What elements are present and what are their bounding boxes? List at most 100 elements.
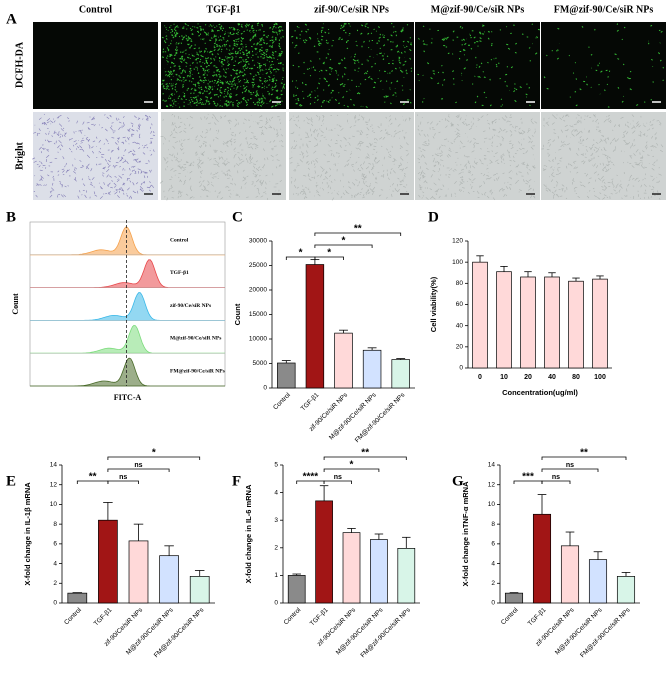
x-tick-label: Control [63,606,83,626]
y-axis-title: Count [11,293,20,315]
error-bar [310,259,320,265]
error-bar [402,536,411,549]
significance-bracket [323,456,407,460]
significance-label: * [350,460,354,471]
error-bar [292,573,301,576]
significance-label: * [342,236,346,247]
significance-label: ** [89,472,97,483]
error-bar [476,255,484,263]
significance-label: *** [522,472,534,483]
x-tick-label: Control [500,606,520,626]
error-bar [500,265,508,272]
error-bar [319,485,329,501]
density-curve [30,226,225,256]
y-tick-label: 20000 [249,287,267,294]
y-tick-label: 10 [488,501,496,508]
panel-letter: C [232,209,243,225]
x-tick-label: M@zif-90/Ce/siR NPs [328,391,378,441]
series-label: zif-90/Ce/siR NPs [170,303,211,309]
y-tick-label: 25000 [249,262,267,269]
significance-label: ** [361,448,369,459]
bar [98,519,118,604]
x-tick-label: M@zif-90/Ce/siR NPs [554,606,604,656]
series-label: FM@zif-90/Ce/siR NPs [170,369,225,375]
bar [370,539,388,604]
y-tick-label: 14 [488,462,496,469]
y-tick-label: 6 [53,541,57,548]
bar [496,271,512,369]
significance-label: ** [354,224,362,235]
bar [544,276,560,369]
error-bar [621,572,631,577]
y-tick-label: 3 [274,517,278,524]
series-label: M@zif-90/Ce/siR NPs [170,336,221,342]
y-tick-label: 15000 [249,311,267,318]
y-tick-label: 2 [491,580,495,587]
y-axis-title: Count [233,303,242,325]
y-tick-label: 80 [456,280,464,287]
significance-bracket [314,256,344,260]
row-label: DCFH-DA [14,41,25,88]
significance-bracket [541,468,599,472]
panel-letter: A [6,11,17,27]
panel-letter: E [6,473,16,489]
y-tick-label: 0 [263,385,267,392]
x-axis-title: Concentration(ug/ml) [502,388,578,397]
y-tick-label: 0 [459,365,463,372]
bar [287,575,306,604]
x-tick-label: TGF-β1 [309,606,330,627]
x-tick-label: M@zif-90/Ce/siR NPs [335,606,385,656]
x-tick-label: 0 [478,374,482,381]
y-tick-label: 4 [53,560,57,567]
y-tick-label: 20 [456,344,464,351]
x-tick-label: FM@zif-90/Ce/siR NPs [579,606,632,659]
y-tick-label: 0 [491,600,495,607]
bar [391,359,410,389]
bar [342,532,361,604]
series-label: TGF-β1 [170,270,189,276]
x-axis-title: FITC-A [114,393,142,402]
bar [472,261,488,369]
y-tick-label: 10 [50,501,58,508]
x-tick-label: FM@zif-90/Ce/siR NPs [359,606,412,659]
density-curve [30,357,225,387]
bar [362,349,382,389]
panel-letter: D [428,209,439,225]
y-tick-label: 10000 [249,336,267,343]
bar [305,264,325,389]
bar [504,592,524,604]
y-tick-label: 8 [53,521,57,528]
y-tick-label: 120 [452,238,463,245]
error-bar [572,277,580,282]
significance-bracket [314,244,373,248]
series-label: Control [170,237,189,243]
y-tick-label: 30000 [249,238,267,245]
y-tick-label: 4 [491,560,495,567]
fluorescence-image [415,22,540,109]
y-tick-label: 2 [53,580,57,587]
error-bar [133,523,144,541]
panel-letter: G [452,473,464,489]
fluorescence-image [541,22,666,109]
error-bar [374,533,384,540]
significance-bracket [107,468,170,472]
column-label: FM@zif-90/Ce/siR NPs [554,4,654,15]
column-label: M@zif-90/Ce/siR NPs [431,4,525,15]
cell-texture [289,113,411,201]
panel-letter: B [6,209,16,225]
cell-signal [291,22,413,109]
y-tick-label: 12 [488,481,496,488]
significance-label: ns [134,462,142,469]
significance-label: ns [334,474,342,481]
x-tick-label: TGF-β1 [527,606,548,627]
bar [67,592,88,604]
error-bar [281,360,291,364]
error-bar [524,271,532,277]
y-axis-title: Cell viability(%) [429,276,438,332]
significance-label: ns [552,474,560,481]
y-axis-title: X-fold change inTNF-α mRNA [461,481,470,587]
error-bar [565,531,575,546]
column-label: zif-90/Ce/siR NPs [314,4,389,15]
density-curve [30,259,225,288]
